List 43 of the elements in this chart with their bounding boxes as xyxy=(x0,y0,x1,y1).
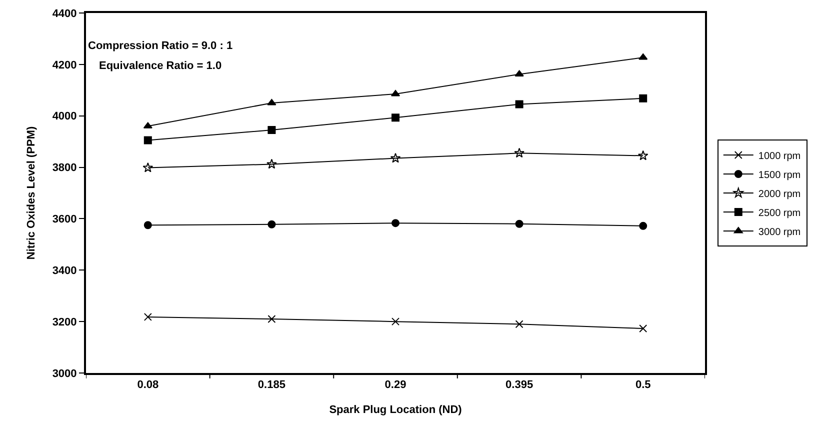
point xyxy=(390,152,401,163)
y-tick-label: 4000 xyxy=(52,110,77,123)
x-tick-label: 0.395 xyxy=(506,379,534,392)
x-tick-label: 0.08 xyxy=(137,379,159,392)
point xyxy=(639,94,648,102)
point xyxy=(514,148,524,158)
point xyxy=(639,222,648,230)
x-tick-label: 0.29 xyxy=(384,379,406,392)
annotation: Compression Ratio = 9.0 : 1 xyxy=(88,40,233,52)
x-axis-title: Spark Plug Location (ND) xyxy=(329,404,462,416)
point xyxy=(515,320,524,328)
point xyxy=(392,114,400,122)
point xyxy=(392,318,400,326)
point xyxy=(639,324,648,333)
x-tick-label: 0.5 xyxy=(635,379,651,392)
legend-label: 2500 rpm xyxy=(758,208,801,219)
point xyxy=(144,136,152,144)
legend-label: 2000 rpm xyxy=(758,188,801,200)
point xyxy=(515,220,524,228)
y-tick-label: 3800 xyxy=(52,162,77,174)
point xyxy=(638,150,648,160)
point xyxy=(144,221,152,230)
point xyxy=(144,312,152,321)
y-tick-label: 3200 xyxy=(52,316,77,328)
y-tick-label: 3000 xyxy=(52,368,77,380)
y-axis-title: Nitric Oxides Level (PPM) xyxy=(25,126,38,260)
x-tick-label: 0.185 xyxy=(258,379,286,392)
point xyxy=(638,53,648,60)
y-tick-label: 4200 xyxy=(52,59,77,72)
annotation: Equivalence Ratio = 1.0 xyxy=(99,60,222,72)
y-tick-label: 3600 xyxy=(52,214,77,226)
legend-label: 3000 rpm xyxy=(758,226,801,238)
legend-label: 1500 rpm xyxy=(758,170,801,181)
legend-label: 1000 rpm xyxy=(758,150,801,162)
point xyxy=(142,162,154,172)
y-tick-label: 4400 xyxy=(52,8,77,20)
point xyxy=(266,158,277,169)
point xyxy=(268,315,276,323)
point xyxy=(515,100,524,108)
point xyxy=(392,219,400,228)
y-tick-label: 3400 xyxy=(52,264,77,277)
point xyxy=(268,220,276,228)
point xyxy=(268,126,276,134)
